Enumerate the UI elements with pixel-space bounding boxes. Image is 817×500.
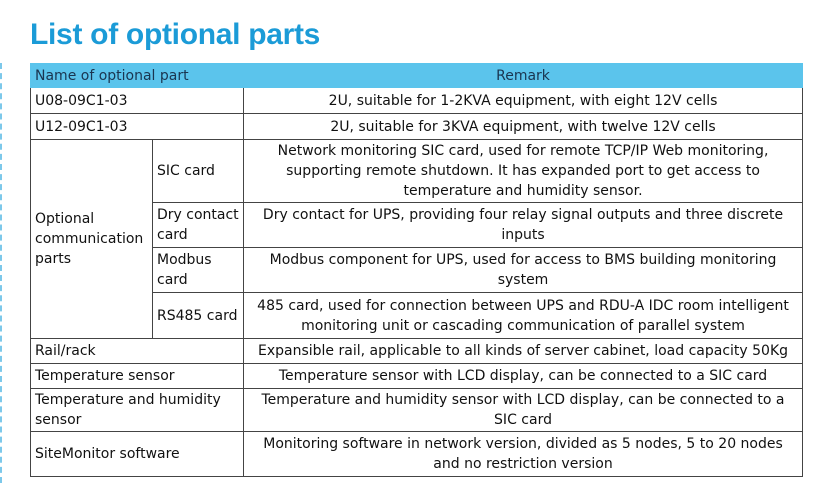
- row: Temperature and humidity sensor Temperat…: [29, 388, 804, 432]
- remark: 2U, suitable for 1-2KVA equipment, with …: [243, 87, 804, 114]
- part-name: Modbus card: [151, 247, 245, 293]
- row: U08-09C1-03 2U, suitable for 1-2KVA equi…: [29, 87, 804, 114]
- remark: Dry contact for UPS, providing four rela…: [243, 202, 804, 248]
- row: Dry contact card Dry contact for UPS, pr…: [31, 202, 804, 248]
- remark: Modbus component for UPS, used for acces…: [243, 247, 804, 293]
- remark: 485 card, used for connection between UP…: [243, 292, 804, 339]
- row: Temperature sensor Temperature sensor wi…: [29, 363, 804, 389]
- title: List of optional parts: [30, 18, 321, 51]
- row: Modbus card Modbus component for UPS, us…: [31, 247, 804, 293]
- header-cell: Remark: [243, 63, 804, 88]
- remark: Expansible rail, applicable to all kinds…: [243, 338, 804, 364]
- part-name: Dry contact card: [151, 202, 245, 248]
- row: Optional communication parts SIC card Ne…: [30, 139, 804, 339]
- row: Rail/rack Expansible rail, applicable to…: [29, 338, 804, 364]
- part-name: RS485 card: [151, 292, 245, 339]
- remark: Temperature sensor with LCD display, can…: [243, 363, 804, 389]
- row: SiteMonitor software Monitoring software…: [29, 431, 804, 477]
- part-name: U12-09C1-03: [29, 113, 245, 140]
- row: U12-09C1-03 2U, suitable for 3KVA equipm…: [29, 113, 804, 140]
- header-row: Name of optional part Remark: [29, 63, 804, 88]
- remark: Network monitoring SIC card, used for re…: [243, 139, 804, 203]
- part-name: U08-09C1-03: [29, 87, 245, 114]
- edge-mark: [0, 63, 2, 483]
- part-name: SiteMonitor software: [29, 431, 245, 477]
- row: RS485 card 485 card, used for connection…: [31, 292, 804, 339]
- group-name: Optional communication parts: [30, 139, 153, 339]
- remark: Monitoring software in network version, …: [243, 431, 804, 477]
- part-name: Temperature sensor: [29, 363, 245, 389]
- parts-table: Name of optional part Remark U08-09C1-03…: [29, 63, 804, 477]
- remark: Temperature and humidity sensor with LCD…: [243, 388, 804, 432]
- part-name: Temperature and humidity sensor: [29, 388, 245, 432]
- remark: 2U, suitable for 3KVA equipment, with tw…: [243, 113, 804, 140]
- part-name: Rail/rack: [29, 338, 245, 364]
- header-cell: Name of optional part: [29, 63, 245, 88]
- part-name: SIC card: [151, 139, 245, 203]
